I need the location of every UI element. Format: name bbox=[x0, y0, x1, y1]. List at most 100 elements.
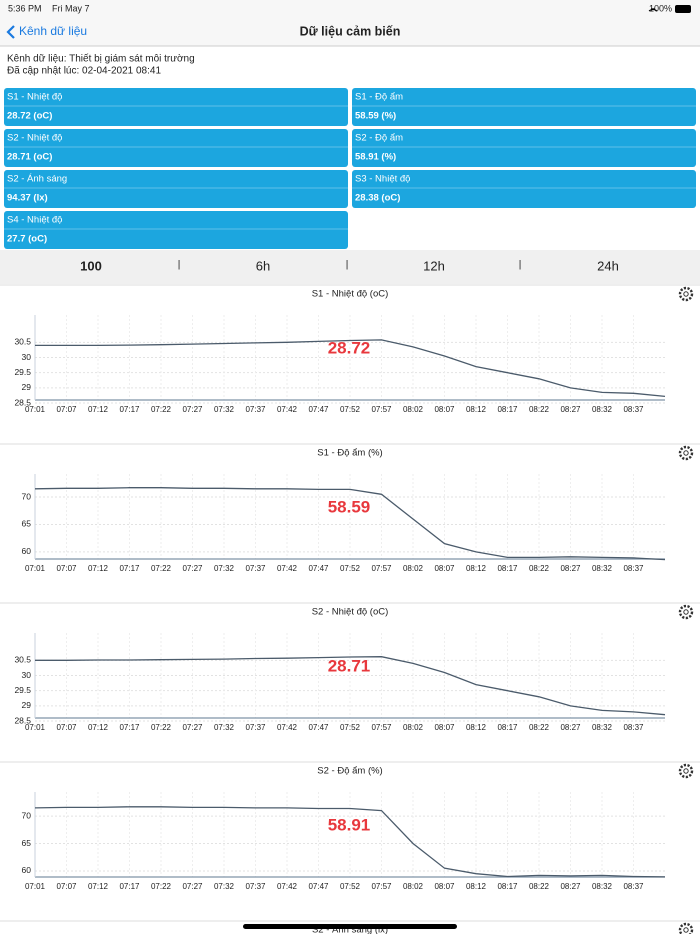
tile[interactable] bbox=[352, 170, 696, 208]
x-tick-label: 07:07 bbox=[56, 723, 77, 732]
tile[interactable] bbox=[4, 211, 348, 249]
tile-label: S1 - Độ ẩm bbox=[355, 92, 403, 103]
x-tick-label: 07:32 bbox=[214, 405, 235, 414]
x-tick-label: 07:37 bbox=[245, 405, 266, 414]
back-button[interactable]: Kênh dữ liệu bbox=[19, 24, 87, 38]
x-tick-label: 08:02 bbox=[403, 723, 424, 732]
tile[interactable] bbox=[352, 88, 696, 126]
settings-icon[interactable] bbox=[678, 445, 694, 461]
tile-label: S1 - Nhiệt độ bbox=[7, 92, 62, 103]
y-tick-label: 28.5 bbox=[14, 397, 31, 407]
tab[interactable]: 12h bbox=[423, 258, 445, 273]
x-tick-label: 07:07 bbox=[56, 405, 77, 414]
x-tick-label: 07:01 bbox=[25, 564, 46, 573]
status-battery: 100% bbox=[649, 3, 672, 13]
settings-icon-hole bbox=[683, 450, 689, 456]
tile[interactable] bbox=[4, 88, 348, 126]
x-tick-label: 08:27 bbox=[560, 405, 581, 414]
x-tick-label: 07:47 bbox=[308, 564, 329, 573]
settings-icon[interactable] bbox=[678, 604, 694, 620]
tile-value: 28.72 (oC) bbox=[7, 111, 52, 122]
x-tick-label: 07:47 bbox=[308, 882, 329, 891]
x-tick-label: 07:32 bbox=[214, 723, 235, 732]
wifi-icon bbox=[648, 8, 658, 12]
x-tick-label: 08:12 bbox=[466, 882, 487, 891]
x-tick-label: 07:07 bbox=[56, 564, 77, 573]
y-tick-label: 30.5 bbox=[14, 655, 31, 665]
y-tick-label: 60 bbox=[22, 865, 32, 875]
x-tick-label: 07:57 bbox=[371, 564, 392, 573]
x-tick-label: 08:02 bbox=[403, 882, 424, 891]
x-tick-label: 07:37 bbox=[245, 564, 266, 573]
settings-icon[interactable] bbox=[678, 922, 694, 934]
status-date: Fri May 7 bbox=[52, 3, 90, 13]
x-tick-label: 08:17 bbox=[497, 882, 518, 891]
x-tick-label: 07:12 bbox=[88, 882, 109, 891]
y-tick-label: 70 bbox=[22, 491, 32, 501]
y-tick-label: 60 bbox=[22, 546, 32, 556]
tile-label: S2 - Ánh sáng bbox=[7, 174, 67, 185]
x-tick-label: 07:01 bbox=[25, 405, 46, 414]
tab-bar bbox=[0, 250, 700, 284]
tile[interactable] bbox=[352, 129, 696, 167]
x-tick-label: 07:12 bbox=[88, 405, 109, 414]
x-tick-label: 07:42 bbox=[277, 564, 298, 573]
current-value: 58.91 bbox=[328, 815, 371, 834]
x-tick-label: 07:22 bbox=[151, 564, 172, 573]
chart-title: S2 - Độ ẩm (%) bbox=[317, 766, 382, 777]
settings-icon[interactable] bbox=[678, 286, 694, 302]
tile-label: S2 - Độ ẩm bbox=[355, 133, 403, 144]
x-tick-label: 07:47 bbox=[308, 405, 329, 414]
settings-icon[interactable] bbox=[678, 763, 694, 779]
tile[interactable] bbox=[4, 129, 348, 167]
x-tick-label: 07:22 bbox=[151, 723, 172, 732]
settings-icon-hole bbox=[683, 291, 689, 297]
x-tick-label: 07:57 bbox=[371, 882, 392, 891]
x-tick-label: 07:57 bbox=[371, 405, 392, 414]
x-tick-label: 08:02 bbox=[403, 405, 424, 414]
info-updated: Đã cập nhật lúc: 02-04-2021 08:41 bbox=[7, 66, 161, 77]
x-tick-label: 07:12 bbox=[88, 723, 109, 732]
data-line bbox=[35, 339, 666, 398]
x-tick-label: 08:17 bbox=[497, 723, 518, 732]
x-tick-label: 08:27 bbox=[560, 723, 581, 732]
x-tick-label: 07:17 bbox=[119, 564, 140, 573]
tile-value: 28.71 (oC) bbox=[7, 152, 52, 163]
chart-title: S1 - Nhiệt độ (oC) bbox=[312, 289, 389, 300]
x-tick-label: 07:42 bbox=[277, 882, 298, 891]
status-time: 5:36 PM bbox=[8, 3, 42, 13]
x-tick-label: 07:01 bbox=[25, 723, 46, 732]
x-tick-label: 08:37 bbox=[623, 723, 644, 732]
tab[interactable]: 6h bbox=[256, 258, 270, 273]
tab[interactable]: 100 bbox=[80, 258, 102, 273]
x-tick-label: 07:37 bbox=[245, 882, 266, 891]
x-tick-label: 08:12 bbox=[466, 723, 487, 732]
chart-title: S2 - Nhiệt độ (oC) bbox=[312, 607, 389, 618]
chart-title: S1 - Độ ẩm (%) bbox=[317, 448, 382, 459]
y-tick-label: 65 bbox=[22, 838, 32, 848]
tile-value: 58.59 (%) bbox=[355, 111, 396, 122]
info-channel: Kênh dữ liệu: Thiết bị giám sát môi trườ… bbox=[7, 53, 195, 65]
x-tick-label: 07:42 bbox=[277, 405, 298, 414]
y-tick-label: 70 bbox=[22, 810, 32, 820]
y-tick-label: 65 bbox=[22, 519, 32, 529]
settings-icon-hole bbox=[683, 768, 689, 774]
back-chevron[interactable] bbox=[6, 25, 15, 39]
x-tick-label: 07:47 bbox=[308, 723, 329, 732]
x-tick-label: 07:27 bbox=[182, 723, 203, 732]
tab-separator: | bbox=[519, 260, 522, 271]
x-tick-label: 08:17 bbox=[497, 405, 518, 414]
x-tick-label: 07:32 bbox=[214, 882, 235, 891]
tile-value: 27.7 (oC) bbox=[7, 234, 47, 245]
tab[interactable]: 24h bbox=[597, 258, 619, 273]
x-tick-label: 08:07 bbox=[434, 564, 455, 573]
x-tick-label: 08:37 bbox=[623, 882, 644, 891]
y-tick-label: 30.5 bbox=[14, 337, 31, 347]
x-tick-label: 07:17 bbox=[119, 405, 140, 414]
chart-title: S2 - Ánh sáng (lx) bbox=[312, 925, 388, 934]
tile-label: S2 - Nhiệt độ bbox=[7, 133, 62, 144]
tile[interactable] bbox=[4, 170, 348, 208]
x-tick-label: 07:42 bbox=[277, 723, 298, 732]
current-value: 28.72 bbox=[328, 338, 371, 357]
